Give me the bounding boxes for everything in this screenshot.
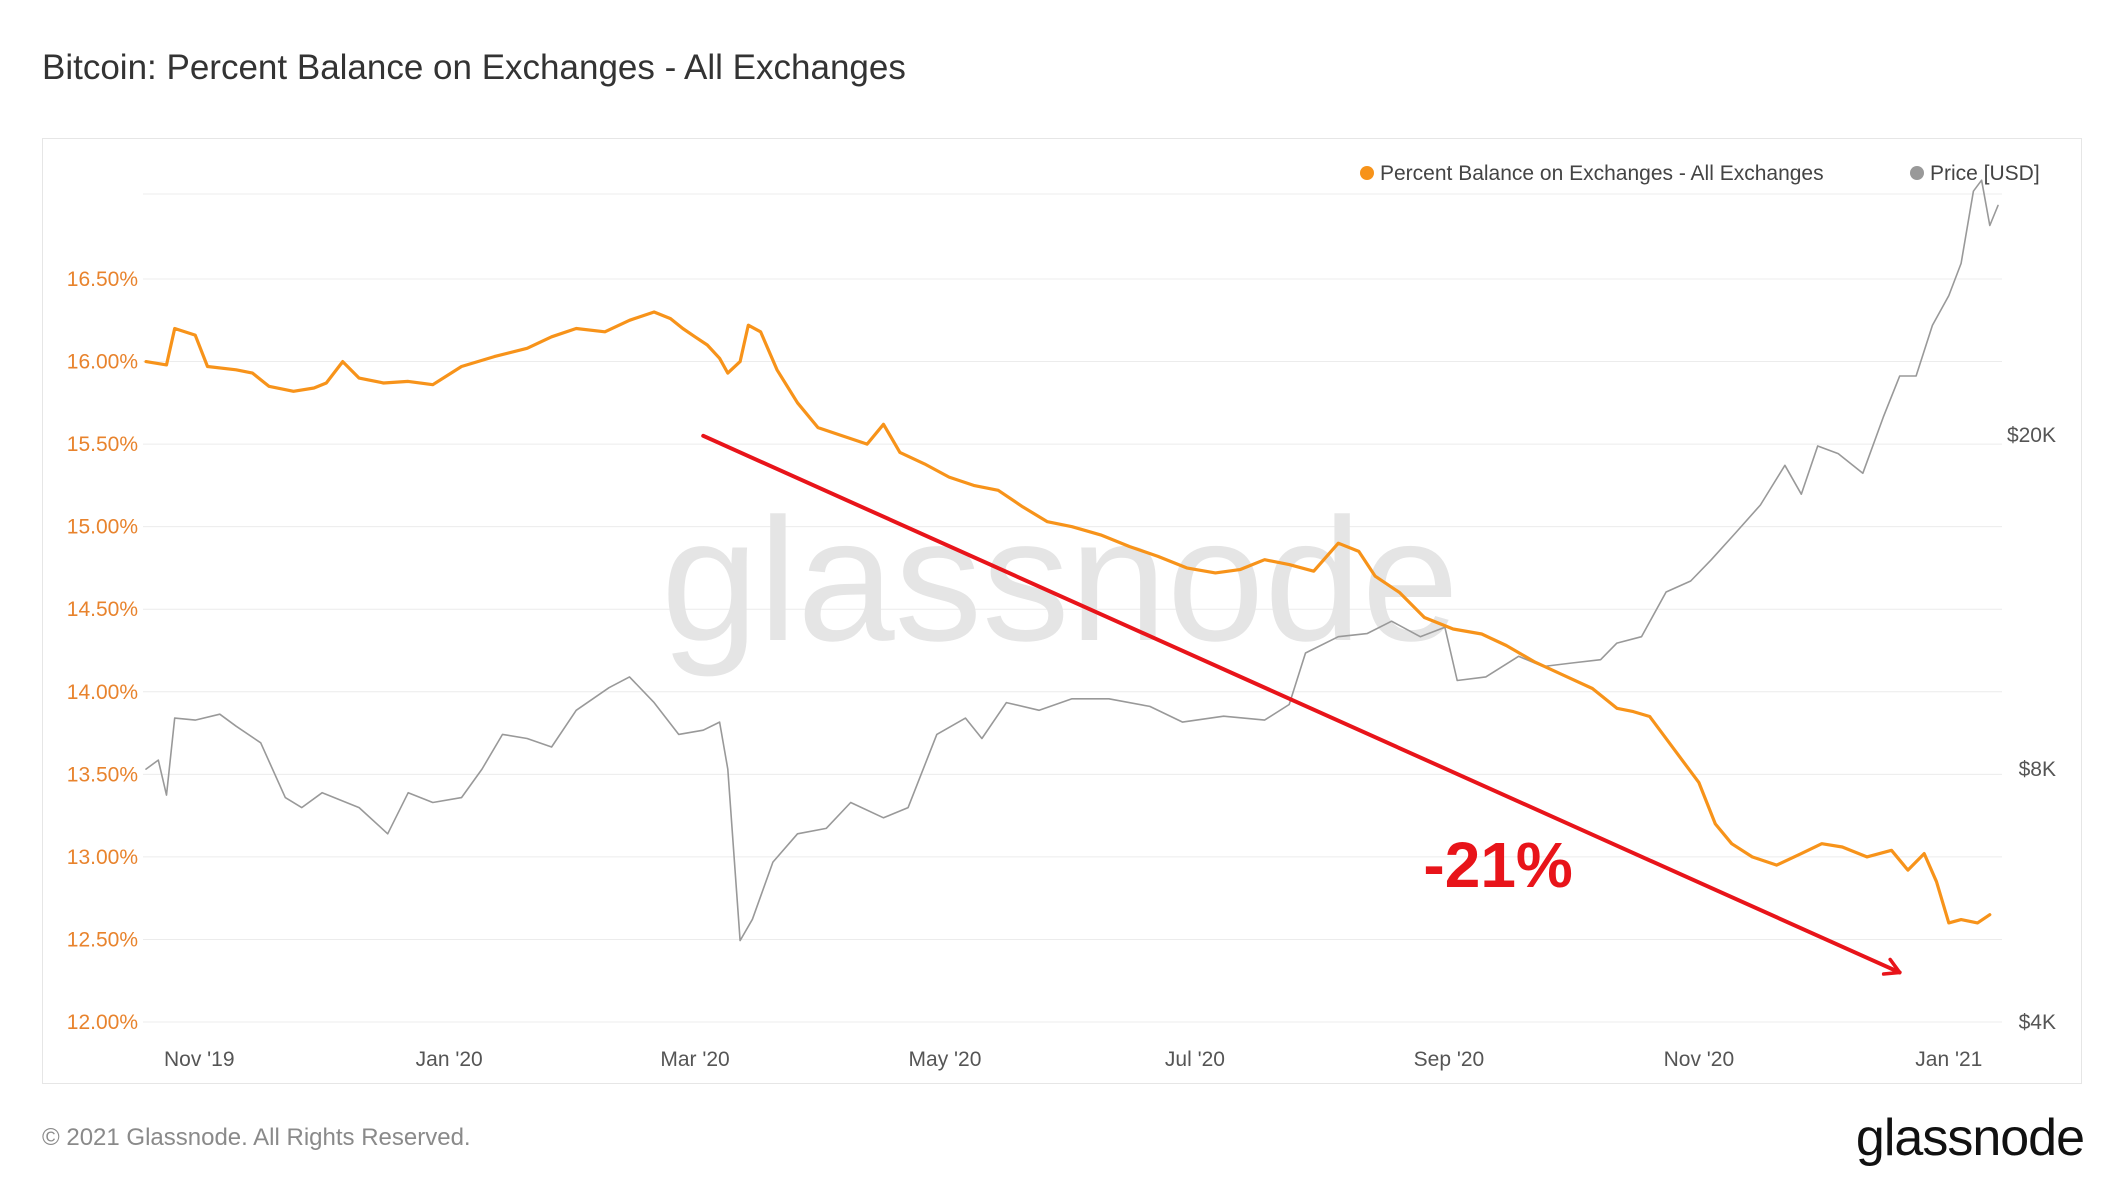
y-right-tick-label: $20K — [2007, 424, 2056, 447]
legend-balance-label: Percent Balance on Exchanges - All Excha… — [1380, 162, 1824, 185]
y-left-tick-label: 14.50% — [67, 598, 138, 621]
y-left-tick-label: 13.50% — [67, 763, 138, 786]
y-left-tick-label: 14.00% — [67, 681, 138, 704]
right-axis: $4K $8K $20K — [2007, 424, 2056, 1034]
x-tick-label: Jul '20 — [1165, 1048, 1225, 1071]
watermark: glassnode — [661, 483, 1459, 678]
copyright-text: © 2021 Glassnode. All Rights Reserved. — [42, 1124, 471, 1151]
trend-arrow — [701, 433, 1902, 976]
left-axis: 12.00% 12.50% 13.00% 13.50% 14.00% 14.50% 15.0… — [67, 268, 138, 1034]
x-tick-label: Nov '20 — [1664, 1048, 1735, 1071]
price-line — [145, 179, 1999, 942]
balance-series — [144, 310, 1992, 925]
y-left-tick-label: 15.50% — [67, 433, 138, 456]
y-left-tick-label: 16.00% — [67, 351, 138, 374]
x-tick-label: May '20 — [909, 1048, 982, 1071]
y-right-tick-label: $4K — [2019, 1011, 2056, 1034]
chart-panel — [42, 138, 2082, 1084]
legend-price-dot — [1910, 166, 1924, 180]
price-series — [145, 179, 1999, 942]
x-tick-label: Nov '19 — [164, 1048, 235, 1071]
annotations: -21% — [701, 433, 1902, 976]
x-tick-label: Jan '21 — [1915, 1048, 1982, 1071]
y-right-tick-label: $8K — [2019, 758, 2056, 781]
legend-price-label: Price [USD] — [1930, 162, 2040, 185]
legend-balance-dot — [1360, 166, 1374, 180]
chart-title: Bitcoin: Percent Balance on Exchanges - … — [42, 48, 906, 87]
x-tick-label: Jan '20 — [416, 1048, 483, 1071]
x-tick-label: Sep '20 — [1414, 1048, 1485, 1071]
y-left-tick-label: 12.00% — [67, 1011, 138, 1034]
legend: Percent Balance on Exchanges - All Excha… — [1360, 162, 2040, 185]
grid-lines — [143, 193, 2002, 1023]
y-left-tick-label: 16.50% — [67, 268, 138, 291]
x-axis: Nov '19 Jan '20 Mar '20 May '20 Jul '20 Sep '… — [164, 1048, 1982, 1071]
balance-line — [144, 310, 1992, 925]
y-left-tick-label: 13.00% — [67, 846, 138, 869]
y-left-tick-label: 12.50% — [67, 928, 138, 951]
x-tick-label: Mar '20 — [660, 1048, 729, 1071]
change-annotation: -21% — [1423, 829, 1572, 901]
y-left-tick-label: 15.00% — [67, 516, 138, 539]
glassnode-logo[interactable]: glassnode — [1855, 1109, 2085, 1167]
